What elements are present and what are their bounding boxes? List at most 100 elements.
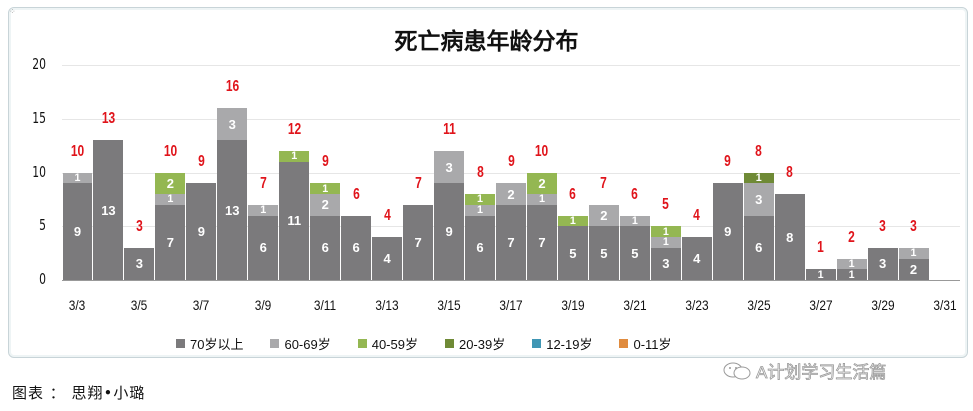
total-label: 7 xyxy=(414,174,422,192)
total-label: 8 xyxy=(755,142,763,160)
bar-segment: 9 xyxy=(62,183,93,280)
total-label: 12 xyxy=(287,121,301,138)
legend-item[interactable]: 60-69岁 xyxy=(270,334,331,353)
bar-3-12[interactable]: 6 xyxy=(341,215,372,280)
bar-segment: 1 xyxy=(650,237,681,248)
bar-3-27[interactable]: 1 xyxy=(805,269,836,280)
total-label: 10 xyxy=(70,142,85,160)
bar-3-24[interactable]: 9 xyxy=(712,183,743,280)
bar-3-8[interactable]: 13 3 xyxy=(217,108,248,280)
bar-segment: 4 xyxy=(372,237,403,280)
y-tick-label: 0 xyxy=(39,270,46,288)
bar-segment: 2 xyxy=(155,172,186,194)
bar-segment: 7 xyxy=(155,204,186,280)
legend-label: 40-59岁 xyxy=(371,337,418,352)
bar-segment: 1 xyxy=(557,215,588,227)
bar-3-14[interactable]: 7 xyxy=(403,204,434,280)
wechat-icon xyxy=(723,362,751,379)
watermark: A计划学习生活篇 xyxy=(722,358,887,383)
total-label: 10 xyxy=(535,142,549,160)
bar-segment: 13 xyxy=(217,140,248,280)
bar-segment: 7 xyxy=(496,204,526,280)
legend-item[interactable]: 12-19岁 xyxy=(532,334,592,353)
total-label: 9 xyxy=(198,153,205,171)
legend-item[interactable]: 20-39岁 xyxy=(444,334,505,353)
bar-segment: 9 xyxy=(186,183,217,280)
legend-item[interactable]: 70岁以上 xyxy=(176,334,243,353)
total-label: 13 xyxy=(101,110,116,128)
bar-3-13[interactable]: 4 xyxy=(372,237,403,280)
legend-swatch-icon xyxy=(619,339,629,348)
bar-3-26[interactable]: 8 xyxy=(774,194,805,280)
bar-segment: 6 xyxy=(341,215,372,280)
bar-3-23[interactable]: 4 xyxy=(681,237,712,280)
bar-segment: 5 xyxy=(557,226,588,280)
total-label: 2 xyxy=(848,228,855,246)
legend-item[interactable]: 40-59岁 xyxy=(357,334,418,353)
bar-segment: 1 xyxy=(743,172,774,184)
bar-segment: 3 xyxy=(217,108,248,141)
gridline xyxy=(62,118,960,120)
chart-title: 死亡病患年龄分布 xyxy=(394,29,579,55)
total-label: 6 xyxy=(569,185,577,203)
y-tick-label: 5 xyxy=(39,216,46,235)
y-tick-label: 10 xyxy=(32,162,46,181)
legend-label: 60-69岁 xyxy=(284,337,331,352)
bar-segment: 1 xyxy=(62,172,93,184)
legend-swatch-icon xyxy=(532,339,542,348)
bar-3-29[interactable]: 3 xyxy=(867,247,898,280)
bar-segment: 5 xyxy=(619,226,650,280)
bar-3-5[interactable]: 3 xyxy=(124,247,155,280)
bar-3-7[interactable]: 9 xyxy=(186,183,217,280)
total-label: 3 xyxy=(136,217,143,235)
bar-3-4[interactable]: 13 xyxy=(93,140,124,280)
total-label: 7 xyxy=(259,174,267,192)
bar-segment: 6 xyxy=(248,215,279,280)
total-label: 1 xyxy=(817,239,825,257)
total-label: 9 xyxy=(724,153,732,171)
total-label: 9 xyxy=(321,153,329,171)
bar-segment: 3 xyxy=(434,151,465,184)
bar-segment: 2 xyxy=(588,204,619,227)
bar-segment: 1 xyxy=(836,269,867,280)
x-tick-label: 3/11 xyxy=(314,297,337,313)
legend-item[interactable]: 0-11岁 xyxy=(619,334,672,353)
bar-segment: 6 xyxy=(743,215,774,280)
bar-segment: 1 xyxy=(526,194,557,205)
bar-segment: 9 xyxy=(434,183,465,280)
resize-handle-top-left[interactable]: ⁘ xyxy=(9,7,16,16)
bar-segment: 3 xyxy=(867,247,898,280)
x-tick-label: 3/3 xyxy=(69,297,86,313)
legend-label: 12-19岁 xyxy=(546,337,593,352)
x-tick-label: 3/15 xyxy=(437,297,461,313)
bar-segment: 7 xyxy=(403,204,434,280)
x-tick-label: 3/23 xyxy=(685,297,709,313)
total-label: 8 xyxy=(476,164,484,181)
bar-segment: 13 xyxy=(93,140,124,280)
bar-segment: 2 xyxy=(310,194,341,216)
legend-swatch-icon xyxy=(176,339,185,348)
x-tick-label: 3/13 xyxy=(375,297,399,313)
legend-swatch-icon xyxy=(270,339,280,348)
bar-3-10[interactable]: 11 1 xyxy=(279,151,310,280)
x-tick-label: 3/7 xyxy=(193,297,210,313)
total-label: 6 xyxy=(352,185,360,203)
bar-segment: 1 xyxy=(650,226,681,237)
bar-segment: 6 xyxy=(310,215,341,280)
total-label: 6 xyxy=(631,185,639,203)
